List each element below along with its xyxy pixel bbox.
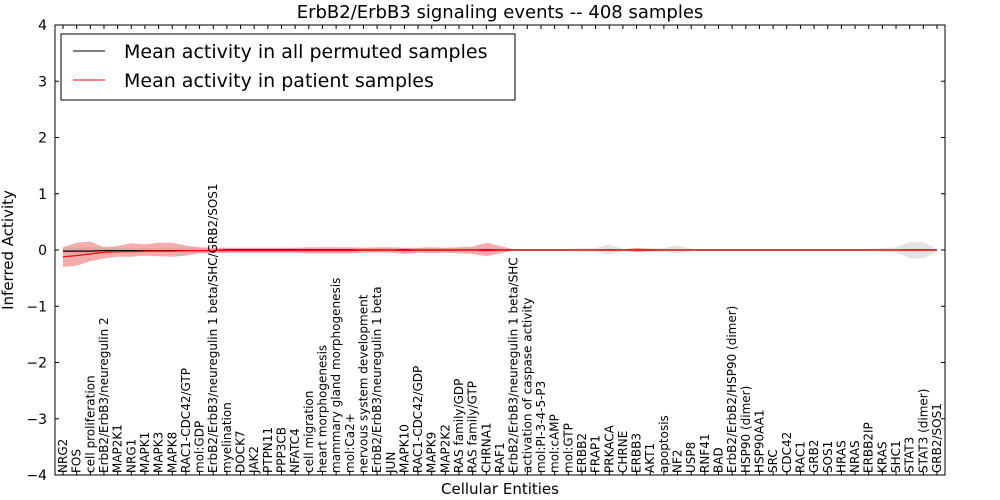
category-label: JUN [384,452,398,474]
category-label: NRG2 [56,439,70,473]
category-label: SRC [766,449,780,473]
category-label: MAPK3 [152,432,166,473]
category-label: cell migration [302,391,316,473]
category-label: cell proliferation [83,375,97,473]
category-label: MAPK1 [138,432,152,473]
category-label: activation of caspase activity [520,298,534,473]
category-label: ErbB2/ErbB3/neuregulin 1 beta/SHC/GRB2/S… [206,183,220,473]
category-label: RAC1 [793,441,807,473]
category-label: GRB2 [807,439,821,473]
category-label: ERBB3 [630,433,644,473]
category-label: MAP2K2 [438,424,452,473]
category-label: CDC42 [780,432,794,473]
category-label: mol:Ca2+ [343,413,357,473]
category-label: mol:PI-3-4-5-P3 [534,381,548,473]
category-label: MAP2K1 [111,424,125,473]
category-label: CHRNE [616,431,630,473]
category-label: MAPK8 [165,432,179,473]
y-tick-label: 2 [38,131,47,147]
category-label: ERBB2 [575,433,589,473]
category-label: ErbB2/ErbB3/neuregulin 1 beta [370,286,384,473]
category-label: MAPK9 [425,432,439,473]
category-label: STAT3 [903,437,917,473]
category-label: RAC1-CDC42/GDP [411,366,425,473]
plot-frame [54,24,946,476]
category-label: mammary gland morphogenesis [329,278,343,473]
legend-label-permuted: Mean activity in all permuted samples [124,41,487,63]
category-label: GRB2/SOS1 [930,403,944,473]
category-label: PRKACA [602,424,616,473]
confidence-bands [63,241,937,267]
band-patient [63,241,937,267]
legend-label-patient: Mean activity in patient samples [124,70,434,92]
category-label: apoptosis [657,415,671,473]
category-label: ErbB2/ErbB3/neuregulin 2 [97,317,111,473]
x-axis-label: Cellular Entities [441,480,559,498]
line-patient [62,249,937,258]
category-label: SOS1 [821,441,835,473]
category-label: KRAS [875,441,889,473]
category-label: NFATC4 [288,428,302,473]
category-label: RNF41 [698,434,712,474]
series-lines [62,249,937,258]
y-axis-label: Inferred Activity [0,190,17,310]
category-label: RAS family/GDP [452,379,466,473]
category-label: AKT1 [643,443,657,473]
category-label: HRAS [834,440,848,473]
y-tick-label: −1 [26,299,47,315]
y-tick-label: −4 [26,468,47,484]
category-label: JAK2 [247,446,261,474]
category-label: nervous system development [356,294,370,473]
axis-ticks: −4 −3 −2 −1 0 1 2 3 4 [26,18,945,484]
category-label: RAC1-CDC42/GTP [179,368,193,473]
category-label: heart morphogenesis [315,345,329,473]
chart-title: ErbB2/ErbB3 signaling events -- 408 samp… [297,2,704,23]
category-label: STAT3 (dimer) [916,389,930,473]
category-label: RAF1 [493,442,507,473]
category-label: PPP3CB [275,427,289,473]
category-label: ErbB2/ErbB3/neuregulin 1 beta/SHC [507,257,521,473]
category-label: CHRNA1 [479,422,493,473]
category-label: ERBB2IP [862,422,876,473]
category-label: HSP90 (dimer) [739,386,753,473]
category-label: NRG1 [124,439,138,473]
category-label: NF2 [671,449,685,473]
y-tick-label: 3 [38,74,47,90]
category-label: MAPK10 [397,424,411,473]
y-tick-label: 0 [38,243,47,259]
y-tick-label: −3 [26,412,47,428]
y-tick-label: 1 [38,187,47,203]
category-label: myelination [220,402,234,473]
category-label: USP8 [684,442,698,473]
category-label: mol:GDP [193,421,207,473]
category-label: NRAS [848,440,862,473]
category-label: BAD [712,447,726,473]
legend: Mean activity in all permuted samples Me… [60,33,516,101]
category-label: FOS [70,449,84,473]
y-tick-label: −2 [26,356,47,372]
category-label: PTPN11 [261,427,275,473]
category-label: SHC1 [889,440,903,473]
category-label: DOCK7 [234,430,248,473]
category-label: ErbB2/ErbB2/HSP90 (dimer) [725,306,739,473]
category-label: HSP90AA1 [752,409,766,473]
category-label: FRAP1 [589,435,603,473]
category-label: RAS family/GTP [466,381,480,473]
legend-box [60,33,516,101]
y-tick-label: 4 [38,18,47,34]
category-label: mol:cAMP [548,414,562,473]
category-labels: NRG2 FOS cell proliferation ErbB2/ErbB3/neu… [56,183,944,474]
category-label: mol:GTP [561,423,575,473]
